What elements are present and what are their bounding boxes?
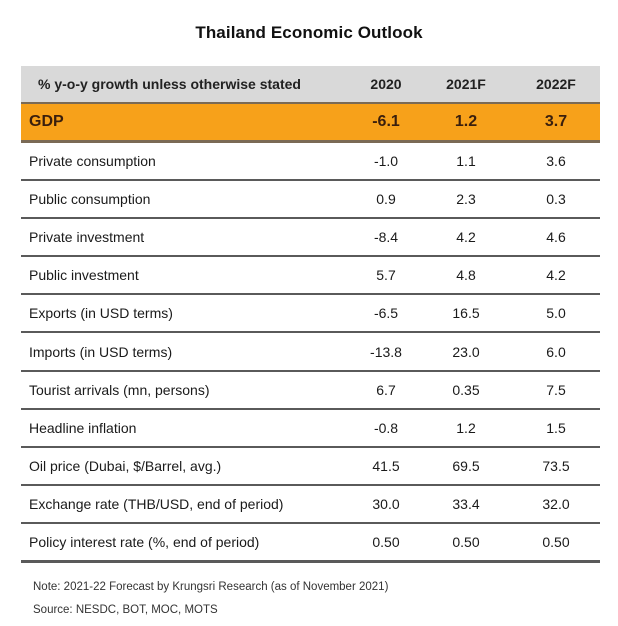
table-row: Policy interest rate (%, end of period) 0… bbox=[21, 524, 600, 563]
row-values: 0.50 0.50 0.50 bbox=[341, 524, 600, 559]
value-2022f: 0.50 bbox=[542, 533, 570, 550]
row-values: 0.9 2.3 0.3 bbox=[341, 181, 600, 217]
row-label: GDP bbox=[29, 112, 64, 130]
value-2020: -6.5 bbox=[373, 305, 399, 322]
source-note: Source: NESDC, BOT, MOC, MOTS bbox=[33, 604, 218, 616]
table-row: Headline inflation -0.8 1.2 1.5 bbox=[21, 410, 600, 448]
value-2022f: 4.2 bbox=[546, 267, 566, 284]
table-row: Oil price (Dubai, $/Barrel, avg.) 41.5 69.… bbox=[21, 448, 600, 487]
row-label: Policy interest rate (%, end of period) bbox=[29, 533, 260, 550]
value-2021f: 1.2 bbox=[454, 112, 478, 130]
value-2021f: 4.2 bbox=[456, 228, 476, 245]
column-header-2021f: 2021F bbox=[446, 76, 486, 92]
row-values: 41.5 69.5 73.5 bbox=[341, 448, 600, 484]
row-label: Exchange rate (THB/USD, end of period) bbox=[29, 496, 284, 513]
value-2020: -6.1 bbox=[372, 112, 400, 130]
value-2020: 41.5 bbox=[372, 458, 400, 475]
value-2021f: 1.2 bbox=[456, 419, 476, 436]
row-label: Oil price (Dubai, $/Barrel, avg.) bbox=[29, 458, 222, 475]
value-2021f: 0.50 bbox=[452, 533, 480, 550]
header-label: % y-o-y growth unless otherwise stated bbox=[38, 76, 301, 92]
value-2021f: 2.3 bbox=[456, 190, 476, 207]
economic-outlook-table: % y-o-y growth unless otherwise stated 2… bbox=[21, 66, 600, 563]
value-2022f: 1.5 bbox=[546, 419, 566, 436]
row-values: -6.5 16.5 5.0 bbox=[341, 295, 600, 331]
row-label: Headline inflation bbox=[29, 419, 137, 436]
value-2022f: 7.5 bbox=[546, 381, 566, 398]
table-row: Private investment -8.4 4.2 4.6 bbox=[21, 219, 600, 258]
row-label: Imports (in USD terms) bbox=[29, 343, 173, 360]
table-row: Public investment 5.7 4.8 4.2 bbox=[21, 257, 600, 296]
value-2020: -8.4 bbox=[373, 228, 399, 245]
row-values: -8.4 4.2 4.6 bbox=[341, 219, 600, 255]
value-2021f: 23.0 bbox=[452, 343, 480, 360]
value-2021f: 69.5 bbox=[452, 458, 480, 475]
row-values: -1.0 1.1 3.6 bbox=[341, 143, 600, 179]
header-columns: 2020 2021F 2022F bbox=[341, 66, 600, 102]
value-2020: 6.7 bbox=[376, 381, 396, 398]
row-values: -13.8 23.0 6.0 bbox=[341, 333, 600, 369]
value-2022f: 0.3 bbox=[546, 190, 566, 207]
value-2022f: 3.6 bbox=[546, 152, 566, 169]
row-label: Private consumption bbox=[29, 152, 156, 169]
row-label: Public consumption bbox=[29, 190, 151, 207]
page-title: Thailand Economic Outlook bbox=[195, 23, 423, 42]
column-header-2020: 2020 bbox=[370, 76, 402, 92]
table-body: GDP -6.1 1.2 3.7 Private consumption -1.0 1.1 3… bbox=[21, 104, 600, 563]
row-values: 5.7 4.8 4.2 bbox=[341, 257, 600, 293]
row-values: 30.0 33.4 32.0 bbox=[341, 486, 600, 522]
table-row: Public consumption 0.9 2.3 0.3 bbox=[21, 181, 600, 219]
value-2020: -1.0 bbox=[373, 152, 399, 169]
row-values: 6.7 0.35 7.5 bbox=[341, 372, 600, 408]
value-2022f: 5.0 bbox=[546, 305, 566, 322]
row-label: Public investment bbox=[29, 267, 139, 284]
table-row: Exports (in USD terms) -6.5 16.5 5.0 bbox=[21, 295, 600, 334]
value-2021f: 1.1 bbox=[456, 152, 476, 169]
forecast-note: Note: 2021-22 Forecast by Krungsri Resea… bbox=[33, 581, 389, 593]
table-row: Private consumption -1.0 1.1 3.6 bbox=[21, 143, 600, 181]
value-2022f: 32.0 bbox=[542, 496, 570, 513]
value-2020: 0.50 bbox=[372, 533, 400, 550]
value-2021f: 16.5 bbox=[452, 305, 480, 322]
table-row: Tourist arrivals (mn, persons) 6.7 0.35 7.5 bbox=[21, 372, 600, 410]
value-2020: 30.0 bbox=[372, 496, 400, 513]
row-label: Tourist arrivals (mn, persons) bbox=[29, 381, 210, 398]
row-label: Private investment bbox=[29, 228, 145, 245]
value-2022f: 73.5 bbox=[542, 458, 570, 475]
row-label: Exports (in USD terms) bbox=[29, 305, 173, 322]
row-values: -0.8 1.2 1.5 bbox=[341, 410, 600, 446]
table-row-gdp: GDP -6.1 1.2 3.7 bbox=[21, 104, 600, 143]
value-2020: -13.8 bbox=[370, 343, 402, 360]
value-2021f: 33.4 bbox=[452, 496, 480, 513]
value-2021f: 4.8 bbox=[456, 267, 476, 284]
value-2022f: 6.0 bbox=[546, 343, 566, 360]
value-2020: 5.7 bbox=[376, 267, 396, 284]
value-2022f: 4.6 bbox=[546, 228, 566, 245]
row-values: -6.1 1.2 3.7 bbox=[341, 104, 600, 140]
value-2022f: 3.7 bbox=[544, 112, 568, 130]
table-header-row: % y-o-y growth unless otherwise stated 2… bbox=[21, 66, 600, 104]
table-row: Imports (in USD terms) -13.8 23.0 6.0 bbox=[21, 333, 600, 372]
value-2020: 0.9 bbox=[376, 190, 396, 207]
value-2020: -0.8 bbox=[373, 419, 399, 436]
column-header-2022f: 2022F bbox=[536, 76, 576, 92]
table-row: Exchange rate (THB/USD, end of period) 30… bbox=[21, 486, 600, 525]
value-2021f: 0.35 bbox=[452, 381, 480, 398]
